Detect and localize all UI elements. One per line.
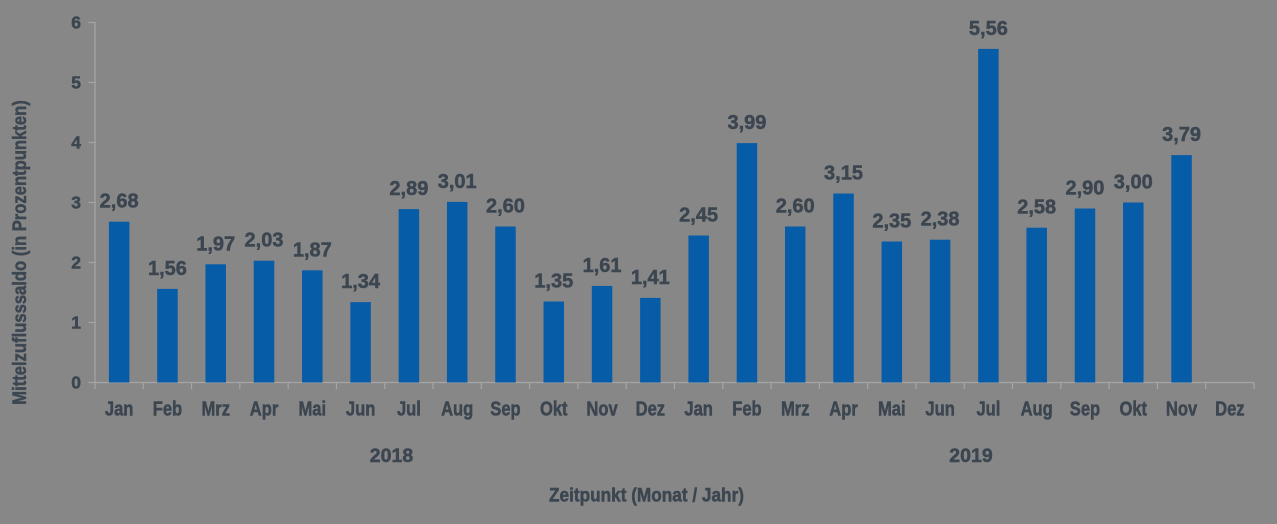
svg-text:Zeitpunkt (Monat / Jahr): Zeitpunkt (Monat / Jahr) — [549, 485, 744, 507]
svg-text:Dez: Dez — [636, 398, 666, 420]
svg-text:Jun: Jun — [346, 398, 376, 420]
svg-text:2,58: 2,58 — [1017, 197, 1056, 219]
svg-text:0: 0 — [71, 373, 81, 393]
svg-text:Mai: Mai — [878, 398, 906, 420]
svg-text:1: 1 — [71, 313, 81, 333]
svg-text:3,15: 3,15 — [824, 163, 863, 185]
svg-text:Nov: Nov — [586, 398, 618, 420]
svg-text:2,03: 2,03 — [245, 230, 284, 252]
svg-text:Feb: Feb — [732, 398, 762, 420]
svg-text:Feb: Feb — [153, 398, 183, 420]
svg-text:3: 3 — [71, 193, 81, 213]
svg-text:3,00: 3,00 — [1114, 172, 1153, 194]
svg-text:2,89: 2,89 — [389, 178, 428, 200]
svg-text:2,45: 2,45 — [679, 205, 718, 227]
svg-text:Mittelzuflusssaldo (in Prozent: Mittelzuflusssaldo (in Prozentpunkten) — [9, 100, 31, 405]
svg-text:Okt: Okt — [1119, 398, 1147, 420]
svg-text:2,60: 2,60 — [486, 196, 525, 218]
svg-text:Sep: Sep — [490, 398, 520, 420]
svg-text:4: 4 — [71, 133, 81, 153]
svg-text:Dez: Dez — [1215, 398, 1245, 420]
svg-text:5,56: 5,56 — [969, 18, 1008, 40]
svg-text:Mai: Mai — [299, 398, 327, 420]
svg-text:2,60: 2,60 — [776, 196, 815, 218]
svg-text:1,61: 1,61 — [583, 255, 622, 277]
svg-text:Apr: Apr — [829, 398, 858, 420]
svg-text:3,01: 3,01 — [438, 171, 477, 193]
svg-text:1,87: 1,87 — [293, 239, 332, 261]
svg-text:Okt: Okt — [540, 398, 568, 420]
svg-text:6: 6 — [71, 13, 81, 33]
svg-text:Mrz: Mrz — [781, 398, 810, 420]
svg-text:2019: 2019 — [949, 445, 993, 467]
svg-text:Jul: Jul — [397, 398, 421, 420]
svg-text:3,79: 3,79 — [1162, 124, 1201, 146]
svg-text:5: 5 — [71, 73, 81, 93]
svg-text:Jun: Jun — [925, 398, 955, 420]
svg-text:2018: 2018 — [370, 445, 414, 467]
svg-text:Jan: Jan — [684, 398, 713, 420]
svg-text:2: 2 — [71, 253, 81, 273]
svg-text:1,97: 1,97 — [196, 233, 235, 255]
svg-text:3,99: 3,99 — [727, 112, 766, 134]
svg-text:1,34: 1,34 — [341, 271, 381, 293]
svg-text:2,35: 2,35 — [872, 211, 911, 233]
svg-text:Jan: Jan — [105, 398, 134, 420]
svg-text:Jul: Jul — [976, 398, 1000, 420]
svg-text:1,41: 1,41 — [631, 267, 670, 289]
svg-text:Apr: Apr — [250, 398, 279, 420]
svg-text:2,68: 2,68 — [100, 191, 139, 213]
svg-text:Mrz: Mrz — [201, 398, 230, 420]
svg-text:Sep: Sep — [1070, 398, 1100, 420]
svg-text:2,38: 2,38 — [921, 209, 960, 231]
svg-text:1,56: 1,56 — [148, 258, 187, 280]
svg-text:2,90: 2,90 — [1066, 178, 1105, 200]
svg-text:Aug: Aug — [1021, 398, 1053, 420]
svg-text:Nov: Nov — [1166, 398, 1198, 420]
svg-text:Aug: Aug — [441, 398, 473, 420]
svg-text:1,35: 1,35 — [534, 271, 573, 293]
